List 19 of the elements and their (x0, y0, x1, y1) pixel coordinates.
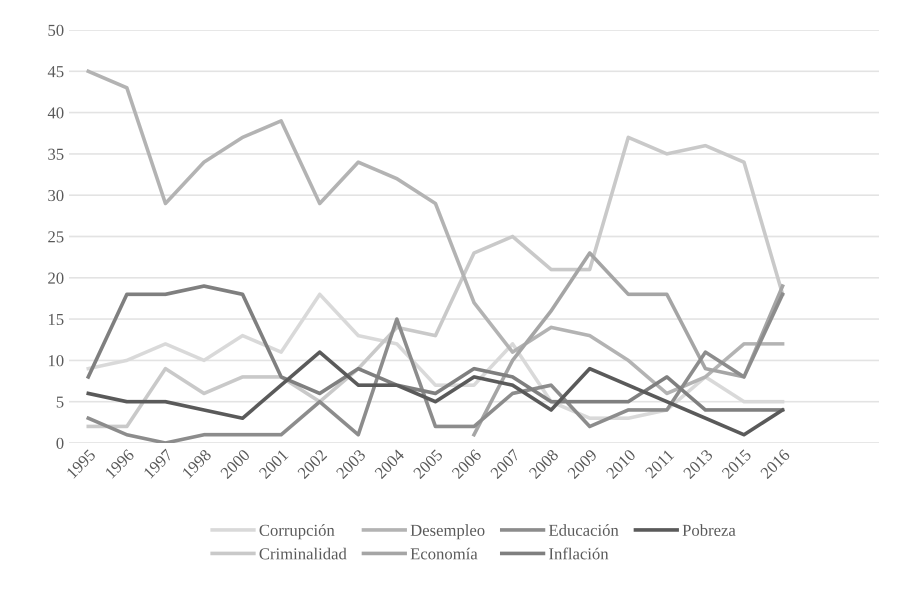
legend-label: Corrupción (260, 524, 335, 540)
y-tick-label: 10 (48, 355, 64, 366)
y-tick-label: 5 (56, 396, 64, 408)
legend-label: Inflación (549, 548, 608, 560)
y-tick-label: 20 (48, 272, 64, 284)
legend-label: Economía (410, 548, 478, 560)
legend-label: Pobreza (682, 524, 736, 536)
y-tick-label: 45 (48, 66, 64, 78)
x-tick-label: 2011 (644, 448, 674, 479)
y-tick-label: 30 (48, 190, 64, 202)
y-tick-label: 50 (48, 24, 64, 36)
y-tick-label: 40 (48, 107, 64, 119)
legend-label: Educación (548, 524, 619, 536)
y-tick-label: 25 (48, 231, 64, 242)
y-tick-label: 35 (48, 148, 64, 160)
y-tick-label: 15 (48, 314, 64, 326)
y-tick-label: 0 (56, 438, 64, 449)
legend-label: Criminalidad (260, 548, 347, 560)
legend-label: Desempleo (410, 524, 484, 540)
